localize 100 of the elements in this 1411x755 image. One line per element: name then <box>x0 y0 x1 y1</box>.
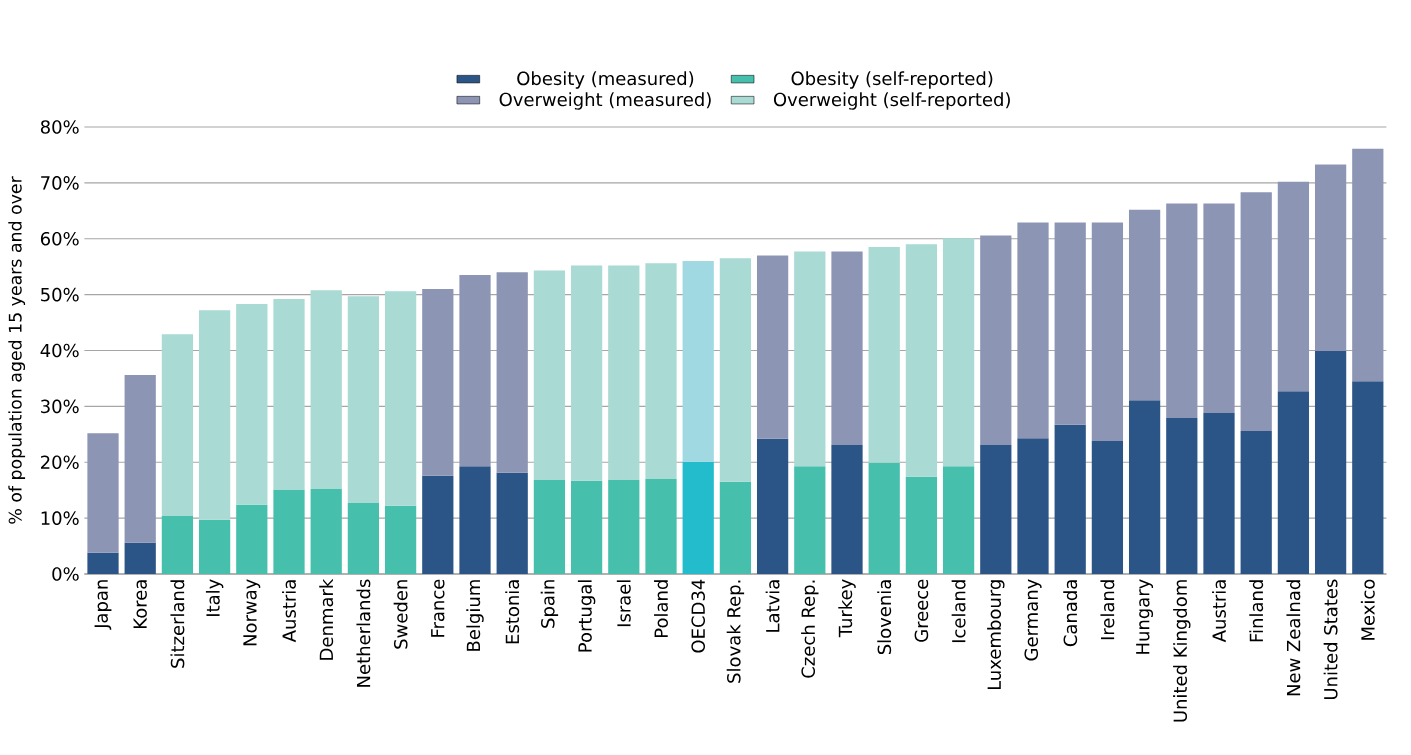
bar <box>1352 148 1384 382</box>
bar <box>682 261 714 462</box>
bar <box>1203 413 1235 574</box>
bar <box>422 289 454 476</box>
bar <box>831 251 863 445</box>
bar <box>1277 181 1310 392</box>
bar <box>1054 222 1086 425</box>
bar <box>756 255 789 439</box>
bar <box>608 265 640 481</box>
bar <box>980 444 1012 574</box>
bar <box>1166 203 1198 419</box>
bar <box>1091 222 1124 442</box>
x-tick-label: Luxembourg <box>987 580 1005 690</box>
x-tick-label: Norway <box>243 579 261 646</box>
y-tick-label: 10% <box>41 511 79 525</box>
bar <box>384 505 417 574</box>
bar <box>1240 430 1272 574</box>
legend-label: Overweight (self-reported) <box>773 92 1010 110</box>
x-tick-label: Portugal <box>577 580 596 652</box>
x-tick-label: Hungary <box>1136 579 1154 654</box>
bar <box>533 480 566 574</box>
bar <box>794 466 826 574</box>
bar <box>1128 209 1161 401</box>
x-tick-label: Japan <box>94 580 112 630</box>
y-tick-label: 20% <box>41 455 79 470</box>
bar <box>273 299 305 490</box>
bar <box>1091 441 1124 574</box>
bar <box>1352 381 1384 574</box>
x-tick-label: Finland <box>1249 580 1264 642</box>
y-tick-label: 80% <box>40 120 79 134</box>
bar <box>570 480 603 574</box>
x-tick-label: Slovenia <box>877 580 892 655</box>
x-tick-label: Mexico <box>1360 579 1375 640</box>
x-tick-label: France <box>431 579 445 637</box>
x-tick-label: Korea <box>133 580 147 628</box>
bar <box>1017 438 1049 574</box>
bar <box>1017 222 1049 439</box>
x-tick-label: Turkey <box>838 579 856 638</box>
x-tick-label: OECD34 <box>691 579 706 653</box>
legend-label: Obesity (measured) <box>517 71 694 89</box>
x-tick-label: Sweden <box>393 580 408 649</box>
bar <box>459 275 491 467</box>
bar <box>198 310 231 520</box>
bar <box>496 472 528 574</box>
bar <box>124 542 156 574</box>
bar <box>1054 424 1086 574</box>
bar <box>533 270 566 481</box>
x-tick-label: Israel <box>616 580 631 627</box>
y-tick-label: 30% <box>41 399 79 414</box>
bar <box>1314 351 1347 574</box>
bar <box>794 251 826 467</box>
bar <box>608 480 640 574</box>
bar <box>942 238 975 467</box>
x-tick-label: Canada <box>1063 580 1078 647</box>
bar <box>719 481 752 574</box>
x-tick-label: Czech Rep. <box>801 580 819 678</box>
bar <box>1203 203 1235 414</box>
bar <box>236 504 268 574</box>
bar <box>645 479 677 574</box>
bar <box>1314 164 1347 352</box>
bar <box>87 433 119 553</box>
bar <box>161 334 194 516</box>
x-tick-label: Austria <box>282 580 296 643</box>
legend-label: Overweight (measured) <box>499 92 711 110</box>
bar <box>273 489 305 574</box>
bar <box>459 466 491 574</box>
x-tick-label: Greece <box>914 579 929 642</box>
x-tick-label: Estonia <box>505 580 520 644</box>
bar <box>1277 391 1310 574</box>
x-tick-label: Netherlands <box>356 579 371 687</box>
x-tick-label: United States <box>1323 579 1338 700</box>
x-tick-label: New Zealnad <box>1286 580 1301 696</box>
bar <box>868 462 900 574</box>
bar <box>87 552 119 574</box>
bar <box>347 503 380 574</box>
bar <box>570 265 603 481</box>
bar <box>1240 192 1272 431</box>
x-tick-label: Poland <box>654 580 668 638</box>
bar <box>496 272 528 473</box>
x-tick-label: Latvia <box>765 580 780 632</box>
y-tick-label: 40% <box>40 343 79 358</box>
bar <box>645 263 677 479</box>
x-tick-label: Ireland <box>1100 580 1115 640</box>
bar <box>905 244 938 477</box>
y-tick-label: 70% <box>41 176 79 190</box>
bar <box>384 291 417 506</box>
x-tick-label: Belgium <box>466 580 484 651</box>
bar <box>905 476 938 574</box>
bar <box>161 515 194 574</box>
x-tick-label: Sitzerland <box>170 580 185 668</box>
bar <box>1128 400 1161 574</box>
bar <box>310 489 342 574</box>
y-tick-label: 60% <box>40 231 79 246</box>
bar <box>868 247 900 463</box>
x-tick-label: Denmark <box>319 578 334 660</box>
y-tick-label: 50% <box>41 287 79 302</box>
bar <box>756 438 789 574</box>
x-tick-label: Spain <box>540 580 559 628</box>
bar <box>831 444 863 574</box>
bar <box>942 466 975 574</box>
